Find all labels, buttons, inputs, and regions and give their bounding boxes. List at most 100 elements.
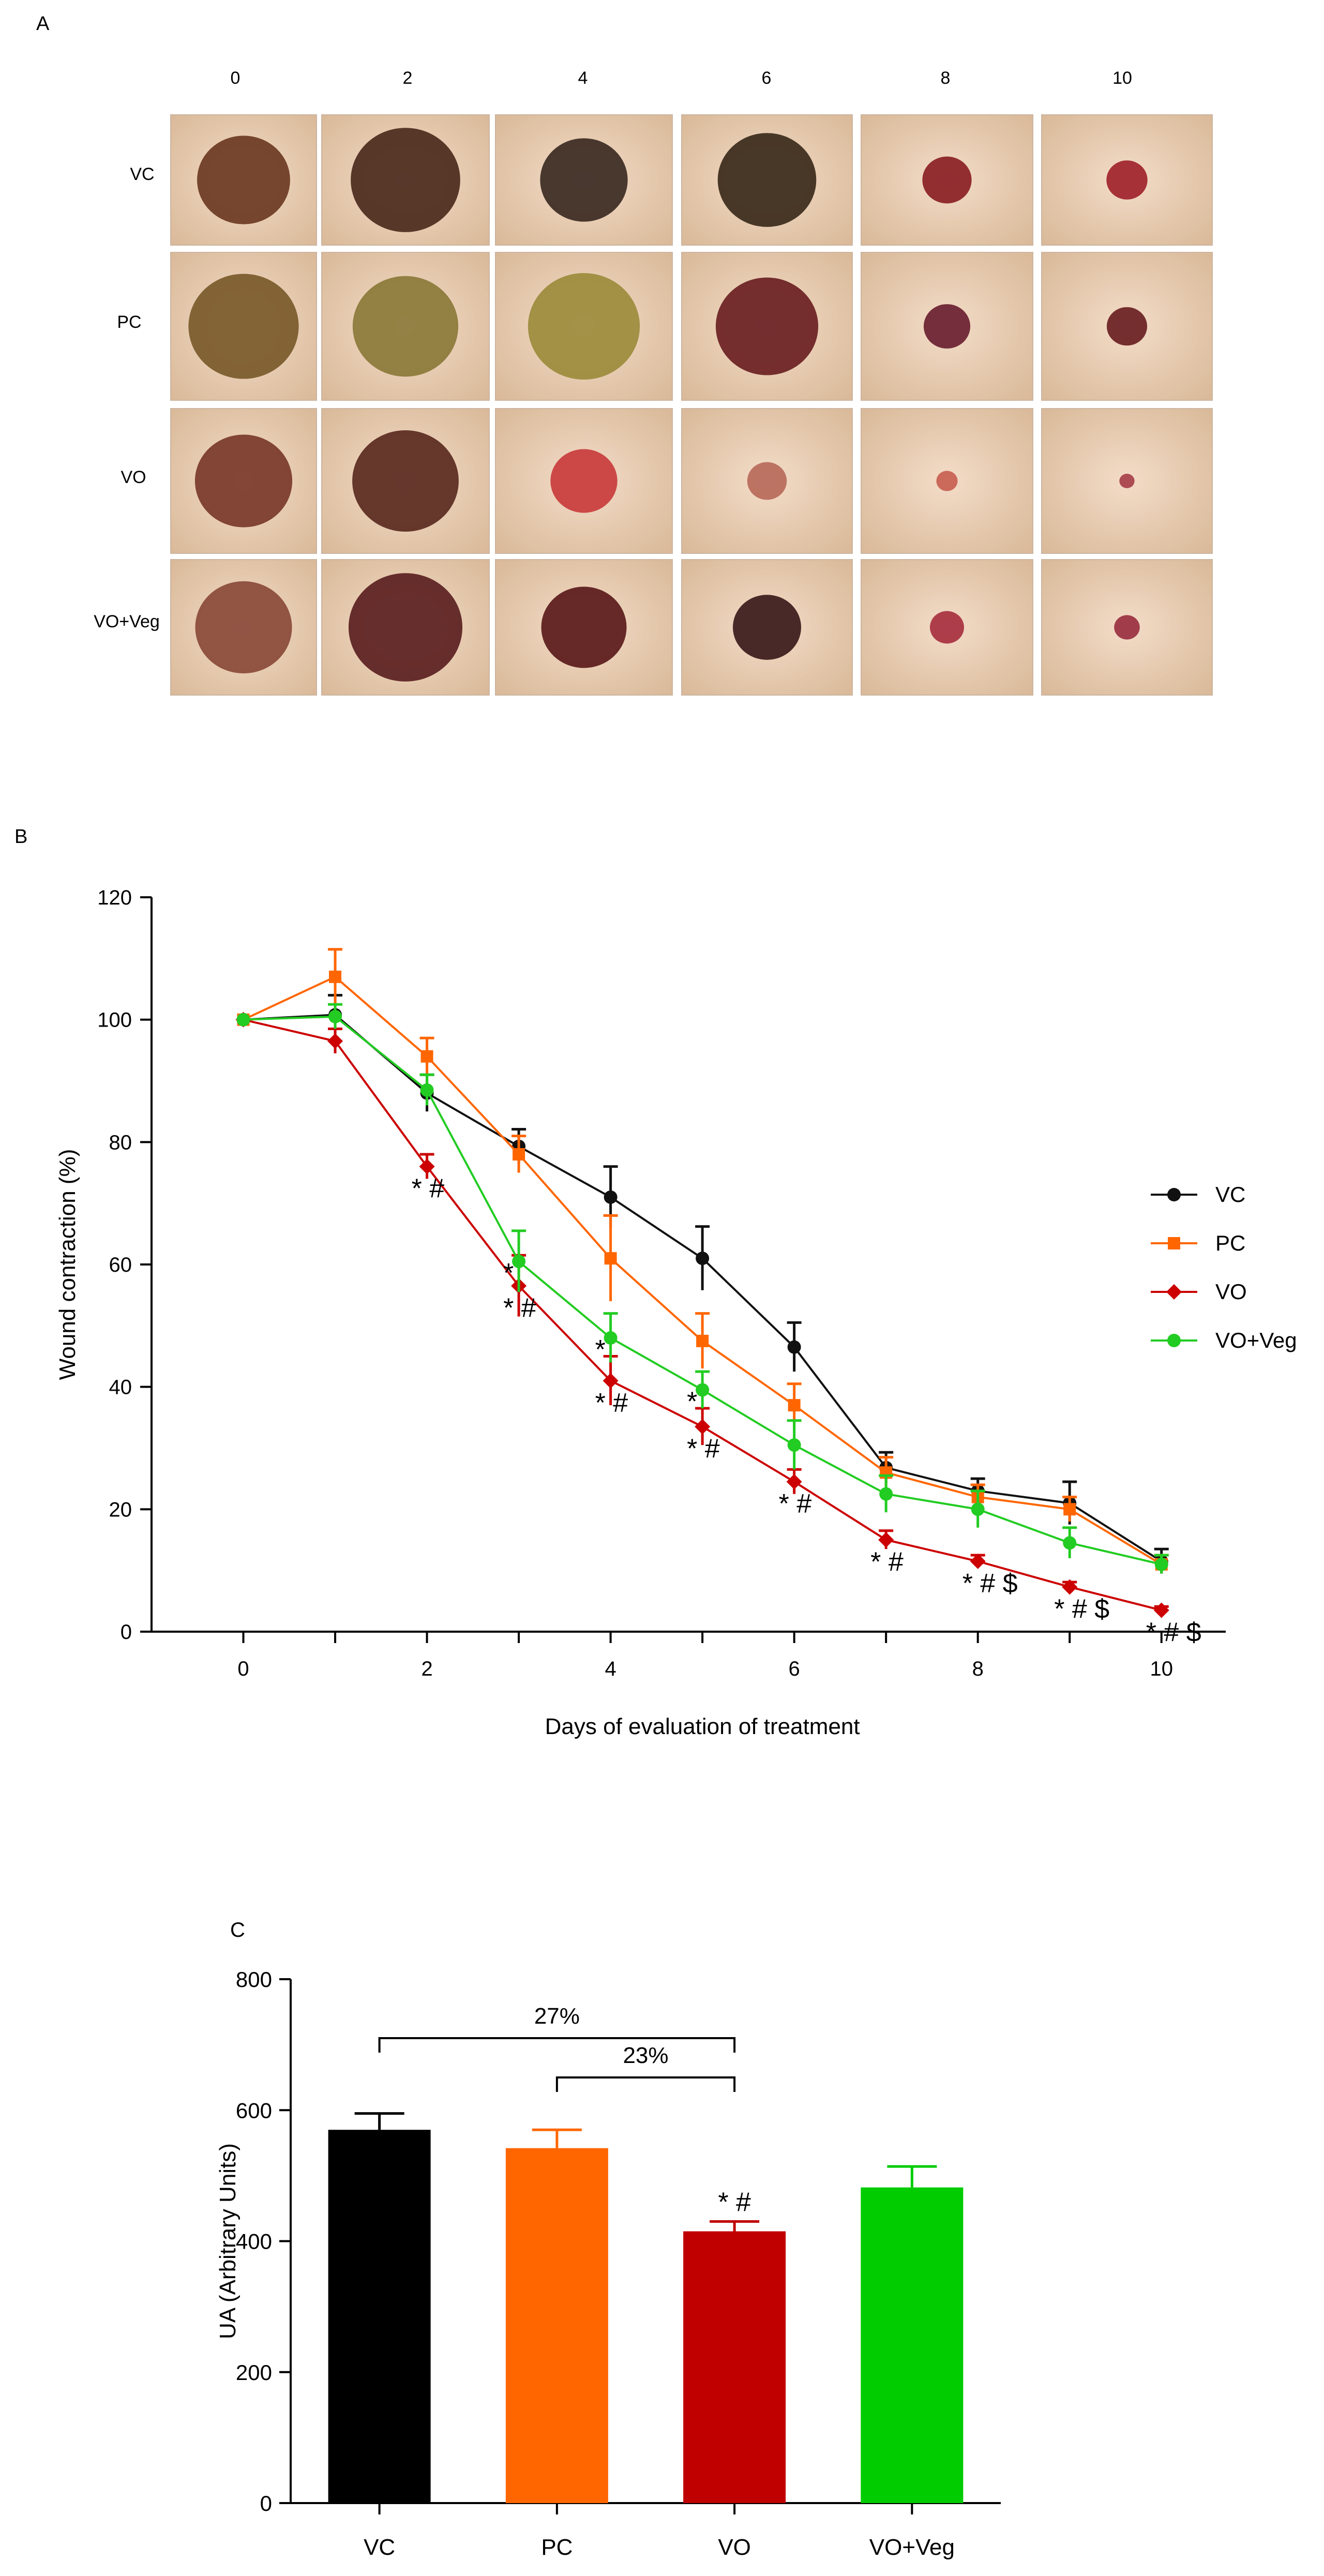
x-tick-label-vc: VC [364, 2535, 395, 2560]
panel-a-photo-grid: 0 2 4 6 8 10 VC PC VO VO+Veg [94, 68, 1213, 696]
significance-annotation: * # [412, 1174, 445, 1204]
wound-area [1106, 160, 1148, 200]
significance-annotation: * # [595, 1388, 628, 1418]
data-point [696, 1252, 710, 1266]
wound-area [351, 128, 460, 232]
wound-area [715, 277, 819, 375]
row-label-vc: VC [130, 164, 154, 184]
series-vc [236, 993, 1169, 1574]
wound-area [1106, 307, 1148, 346]
series-vo-veg [236, 1003, 1169, 1574]
significance-annotation: * # [687, 1434, 720, 1464]
y-tick-label: 0 [260, 2491, 272, 2515]
wound-area [550, 449, 618, 513]
wound-area [747, 462, 787, 500]
series-line [243, 1015, 1162, 1565]
legend-label-vo: VO [1215, 1279, 1247, 1304]
data-point [604, 1190, 618, 1204]
y-tick-label: 40 [109, 1376, 132, 1399]
wound-area [936, 471, 958, 491]
panel-a-label: A [36, 13, 50, 35]
data-point [328, 1010, 342, 1023]
legend-label-vc: VC [1215, 1182, 1245, 1207]
bar-significance-annotation: * # [718, 2188, 751, 2218]
data-point [695, 1419, 711, 1435]
x-tick-label: 4 [605, 1658, 616, 1680]
wound-area [528, 273, 640, 380]
column-label-day-0: 0 [231, 68, 240, 88]
bar-vo-veg [861, 2187, 964, 2503]
wound-area [195, 581, 292, 674]
data-point [879, 1487, 893, 1501]
column-label-day-10: 10 [1112, 68, 1132, 88]
row-label-vo: VO [121, 468, 146, 487]
x-tick-label: 0 [237, 1658, 249, 1680]
bar-pc [505, 2148, 608, 2503]
x-tick-label-pc: PC [541, 2535, 573, 2560]
wound-area [929, 611, 965, 644]
data-point [1167, 1334, 1181, 1347]
legend-label-pc: PC [1215, 1231, 1245, 1255]
x-tick-label: 6 [789, 1658, 800, 1680]
data-point [236, 1013, 250, 1027]
y-tick-label: 800 [236, 1967, 272, 1992]
wound-area [197, 135, 290, 224]
row-label-pc: PC [117, 312, 141, 332]
column-label-day-8: 8 [941, 68, 951, 88]
data-point [971, 1502, 985, 1516]
y-tick-label: 400 [236, 2229, 272, 2254]
bar-chart-arbitrary-units: 0 200 400 600 800 UA (Arbitrary Units) VC PC VO V… [215, 1967, 1001, 2560]
bar-vc [328, 2130, 431, 2503]
wound-area [352, 430, 459, 532]
data-point [788, 1399, 801, 1412]
y-tick-label: 200 [236, 2360, 272, 2385]
wound-area [194, 434, 293, 528]
comparison-bracket [555, 2076, 736, 2092]
data-point [419, 1158, 435, 1174]
data-point [970, 1553, 986, 1569]
significance-annotation: * [503, 1258, 514, 1288]
wound-area [188, 274, 299, 379]
data-point [604, 1331, 618, 1345]
y-axis-title: UA (Arbitrary Units) [215, 2143, 240, 2339]
y-tick-label: 0 [121, 1621, 132, 1644]
wound-area [1119, 474, 1135, 488]
data-point [420, 1083, 434, 1097]
data-point [696, 1334, 709, 1347]
panel-c-label: C [230, 1919, 245, 1941]
row-label-vo-veg: VO+Veg [94, 612, 160, 631]
wound-area [1114, 615, 1140, 640]
significance-annotation: * # [870, 1547, 904, 1577]
data-point [787, 1340, 801, 1354]
wound-area [717, 133, 817, 227]
data-point [512, 1255, 526, 1269]
wound-area [540, 138, 628, 222]
column-label-day-4: 4 [578, 68, 588, 88]
wound-area [541, 586, 627, 668]
legend-label-vo-veg: VO+Veg [1215, 1328, 1297, 1352]
data-point [787, 1438, 801, 1452]
wound-area [348, 573, 463, 682]
wound-area [922, 156, 972, 204]
significance-annotation: * # $ [962, 1569, 1018, 1599]
wound-area [732, 595, 802, 660]
significance-annotation: * [595, 1335, 606, 1365]
y-tick-label: 20 [109, 1498, 132, 1521]
data-point [329, 970, 342, 983]
data-point [1153, 1602, 1169, 1618]
data-point [878, 1532, 894, 1548]
wound-photo [681, 559, 853, 696]
significance-annotation: * # $ [1054, 1594, 1109, 1624]
x-axis-title: Days of evaluation of treatment [545, 1714, 860, 1739]
significance-annotation: * [687, 1387, 697, 1417]
x-tick-label: 2 [421, 1658, 432, 1680]
comparison-label: 27% [534, 2003, 580, 2029]
comparison-label: 23% [623, 2043, 668, 2068]
panel-b-label: B [14, 826, 27, 848]
data-point [1167, 1188, 1181, 1201]
y-tick-label: 60 [109, 1254, 132, 1276]
significance-annotations: * # * * # * * # * * # * # * # * # $ * # $ * # $ [412, 1174, 1201, 1648]
legend: VC PC VO VO+Veg [1151, 1182, 1297, 1352]
data-point [786, 1474, 802, 1490]
